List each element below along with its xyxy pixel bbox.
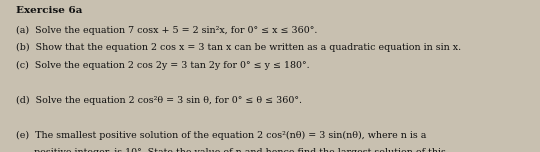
Text: (d)  Solve the equation 2 cos²θ = 3 sin θ, for 0° ≤ θ ≤ 360°.: (d) Solve the equation 2 cos²θ = 3 sin θ… (16, 96, 302, 105)
Text: positive integer, is 10°. State the value of n and hence find the largest soluti: positive integer, is 10°. State the valu… (16, 148, 446, 152)
Text: (c)  Solve the equation 2 cos 2y = 3 tan 2y for 0° ≤ y ≤ 180°.: (c) Solve the equation 2 cos 2y = 3 tan … (16, 61, 310, 70)
Text: Exercise 6a: Exercise 6a (16, 6, 83, 15)
Text: (b)  Show that the equation 2 cos x = 3 tan x can be written as a quadratic equa: (b) Show that the equation 2 cos x = 3 t… (16, 43, 461, 52)
Text: (e)  The smallest positive solution of the equation 2 cos²(nθ) = 3 sin(nθ), wher: (e) The smallest positive solution of th… (16, 131, 427, 140)
Text: (a)  Solve the equation 7 cosx + 5 = 2 sin²x, for 0° ≤ x ≤ 360°.: (a) Solve the equation 7 cosx + 5 = 2 si… (16, 26, 318, 35)
